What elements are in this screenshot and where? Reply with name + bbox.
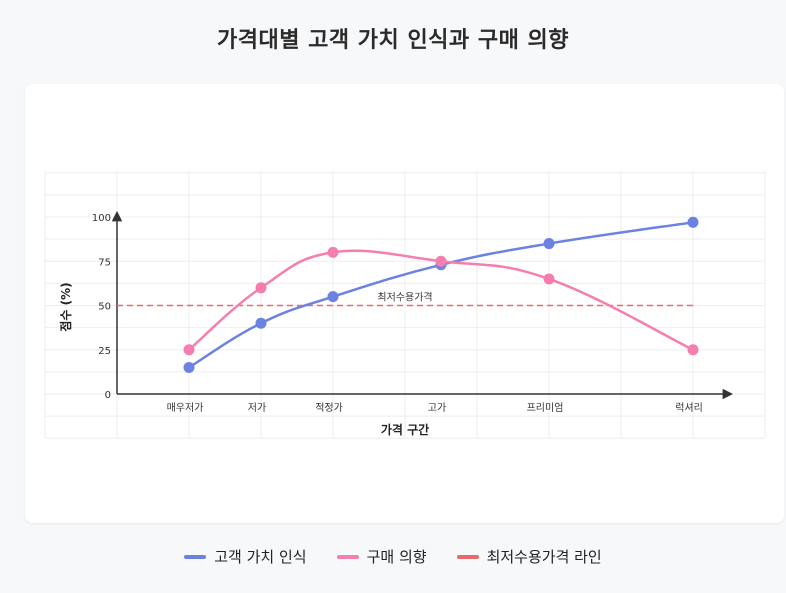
legend-item-threshold[interactable]: 최저수용가격 라인: [456, 546, 602, 567]
x-tick-label: 적정가: [315, 402, 343, 414]
data-point-series-1: [687, 344, 699, 356]
data-point-series-0: [327, 291, 339, 303]
y-tick-label: 50: [98, 302, 111, 313]
y-tick-label: 75: [98, 257, 111, 268]
threshold-label: 최저수용가격: [377, 291, 432, 304]
data-point-series-1: [183, 344, 195, 356]
y-tick-label: 100: [92, 213, 111, 224]
chart-legend: 고객 가치 인식 구매 의향 최저수용가격 라인: [0, 546, 786, 567]
data-point-series-1: [327, 246, 339, 258]
x-axis-title: 가격 구간: [381, 422, 429, 437]
x-tick-label: 저가: [248, 402, 266, 414]
legend-item-value[interactable]: 고객 가치 인식: [184, 546, 307, 567]
data-point-series-0: [255, 317, 267, 329]
legend-label-intent: 구매 의향: [366, 548, 427, 566]
y-tick-label: 25: [98, 346, 111, 357]
data-point-series-0: [687, 216, 699, 228]
series-line-0: [188, 221, 694, 369]
y-tick-label: 0: [105, 390, 111, 401]
page-title: 가격대별 고객 가치 인식과 구매 의향: [217, 28, 569, 53]
legend-label-value: 고객 가치 인식: [214, 548, 307, 566]
legend-swatch-value: [184, 554, 207, 559]
x-tick-label: 고가: [428, 402, 446, 414]
y-axis-title: 점수 (%): [58, 282, 73, 331]
data-point-series-0: [183, 361, 195, 373]
data-point-series-1: [543, 273, 555, 285]
legend-label-threshold: 최저수용가격 라인: [486, 548, 602, 566]
data-point-series-0: [543, 238, 555, 250]
x-tick-label: 프리미엄: [527, 402, 564, 414]
data-point-series-1: [435, 255, 447, 267]
x-tick-label: 매우저가: [167, 402, 204, 414]
legend-item-intent[interactable]: 구매 의향: [336, 546, 427, 567]
legend-swatch-intent: [336, 554, 359, 559]
legend-swatch-threshold: [456, 554, 479, 559]
data-point-series-1: [255, 282, 267, 294]
x-tick-label: 럭셔리: [675, 402, 703, 414]
